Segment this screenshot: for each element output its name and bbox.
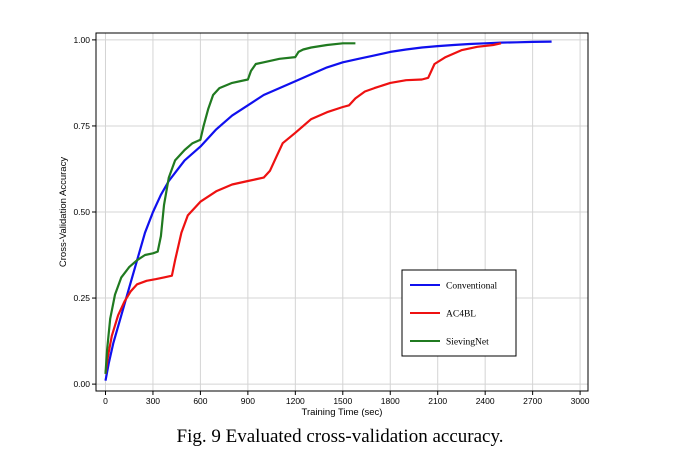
y-axis: 0.00 0.25 0.50 0.75 1.00 <box>73 35 96 389</box>
x-axis-title: Training Time (sec) <box>302 407 383 418</box>
x-tick-label: 900 <box>241 396 255 406</box>
x-tick-label: 0 <box>103 396 108 406</box>
y-tick-label: 0.00 <box>73 379 90 389</box>
legend-label-sievingnet: SievingNet <box>446 338 489 348</box>
x-tick-label: 1500 <box>333 396 352 406</box>
figure-caption: Fig. 9 Evaluated cross-validation accura… <box>176 426 504 447</box>
series-line-ac4bl <box>104 42 502 374</box>
y-tick-label: 0.25 <box>73 293 90 303</box>
y-tick-label: 0.50 <box>73 207 90 217</box>
x-tick-label: 2400 <box>476 396 495 406</box>
x-axis: 0 300 600 900 1200 1500 1800 2100 2400 2700 3000 <box>103 391 590 406</box>
series-line-conventional <box>104 40 552 381</box>
y-tick-label: 1.00 <box>73 35 90 45</box>
y-tick-label: 0.75 <box>73 121 90 131</box>
y-axis-title: Cross-Validation Accuracy <box>58 157 69 267</box>
x-tick-label: 2100 <box>428 396 447 406</box>
x-tick-label: 1200 <box>286 396 305 406</box>
legend-label-ac4bl: AC4BL <box>446 310 476 320</box>
x-tick-label: 3000 <box>571 396 590 406</box>
series-lines <box>104 40 552 381</box>
chart: 0 300 600 900 1200 1500 1800 2100 2400 2700 3000 0… <box>58 32 590 418</box>
legend-label-conventional: Conventional <box>446 282 498 292</box>
x-tick-label: 2700 <box>523 396 542 406</box>
x-tick-label: 300 <box>146 396 160 406</box>
legend: Conventional AC4BL SievingNet <box>401 269 517 357</box>
x-tick-label: 1800 <box>381 396 400 406</box>
series-line-sievingnet <box>104 42 356 374</box>
x-tick-label: 600 <box>193 396 207 406</box>
